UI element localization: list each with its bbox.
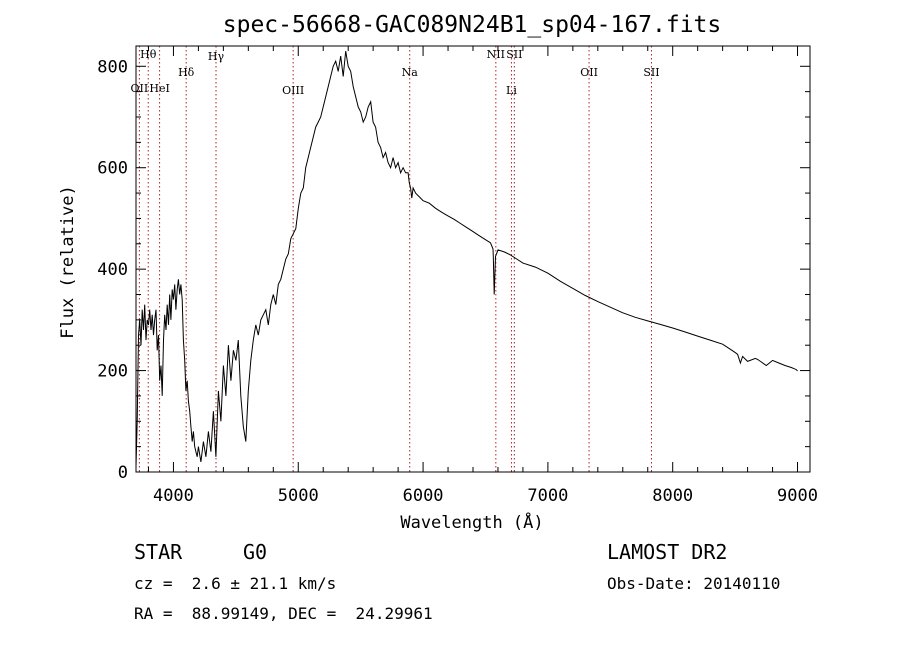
line-label: Hγ: [208, 50, 225, 63]
chart-title: spec-56668-GAC089N24B1_sp04-167.fits: [223, 12, 722, 38]
plot-frame: [135, 45, 811, 473]
line-label: NII: [487, 48, 505, 61]
coordinates: RA = 88.99149, DEC = 24.29961: [134, 604, 433, 623]
y-axis-label: Flux (relative): [58, 185, 78, 339]
line-label: OII: [131, 82, 149, 95]
line-label: OIII: [282, 84, 304, 97]
x-tick-label: 6000: [403, 486, 444, 506]
y-axis: 0 200 400 600 800: [97, 57, 810, 483]
redshift-readout: cz = 2.6 ± 21.1 km/s: [134, 574, 337, 593]
line-label: Li: [506, 84, 517, 97]
y-tick-label: 400: [97, 260, 128, 280]
y-tick-label: 600: [97, 159, 128, 179]
x-tick-label: 8000: [652, 486, 693, 506]
y-tick-label: 200: [97, 362, 128, 382]
spectrum-line: [135, 51, 798, 467]
line-label: Na: [402, 66, 419, 79]
x-tick-label: 7000: [527, 486, 568, 506]
y-tick-label: 0: [118, 463, 128, 483]
line-label: SII: [643, 66, 659, 79]
y-tick-label: 800: [97, 57, 128, 77]
line-label: SII: [506, 48, 522, 61]
line-label: OII: [580, 66, 598, 79]
line-label: HeI: [149, 82, 169, 95]
survey-name: LAMOST DR2: [607, 540, 728, 564]
x-tick-label: 9000: [777, 486, 818, 506]
x-axis: 4000 5000 6000 7000 8000 9000: [147, 46, 818, 506]
x-tick-label: 5000: [278, 486, 319, 506]
object-class: STAR: [134, 540, 183, 564]
line-markers: [138, 46, 652, 472]
object-subclass: G0: [243, 540, 268, 564]
obs-date: Obs-Date: 20140110: [607, 574, 781, 593]
x-tick-label: 4000: [153, 486, 194, 506]
line-label: Hδ: [178, 66, 195, 79]
x-axis-label: Wavelength (Å): [400, 511, 543, 533]
line-label: Hθ: [140, 48, 157, 61]
